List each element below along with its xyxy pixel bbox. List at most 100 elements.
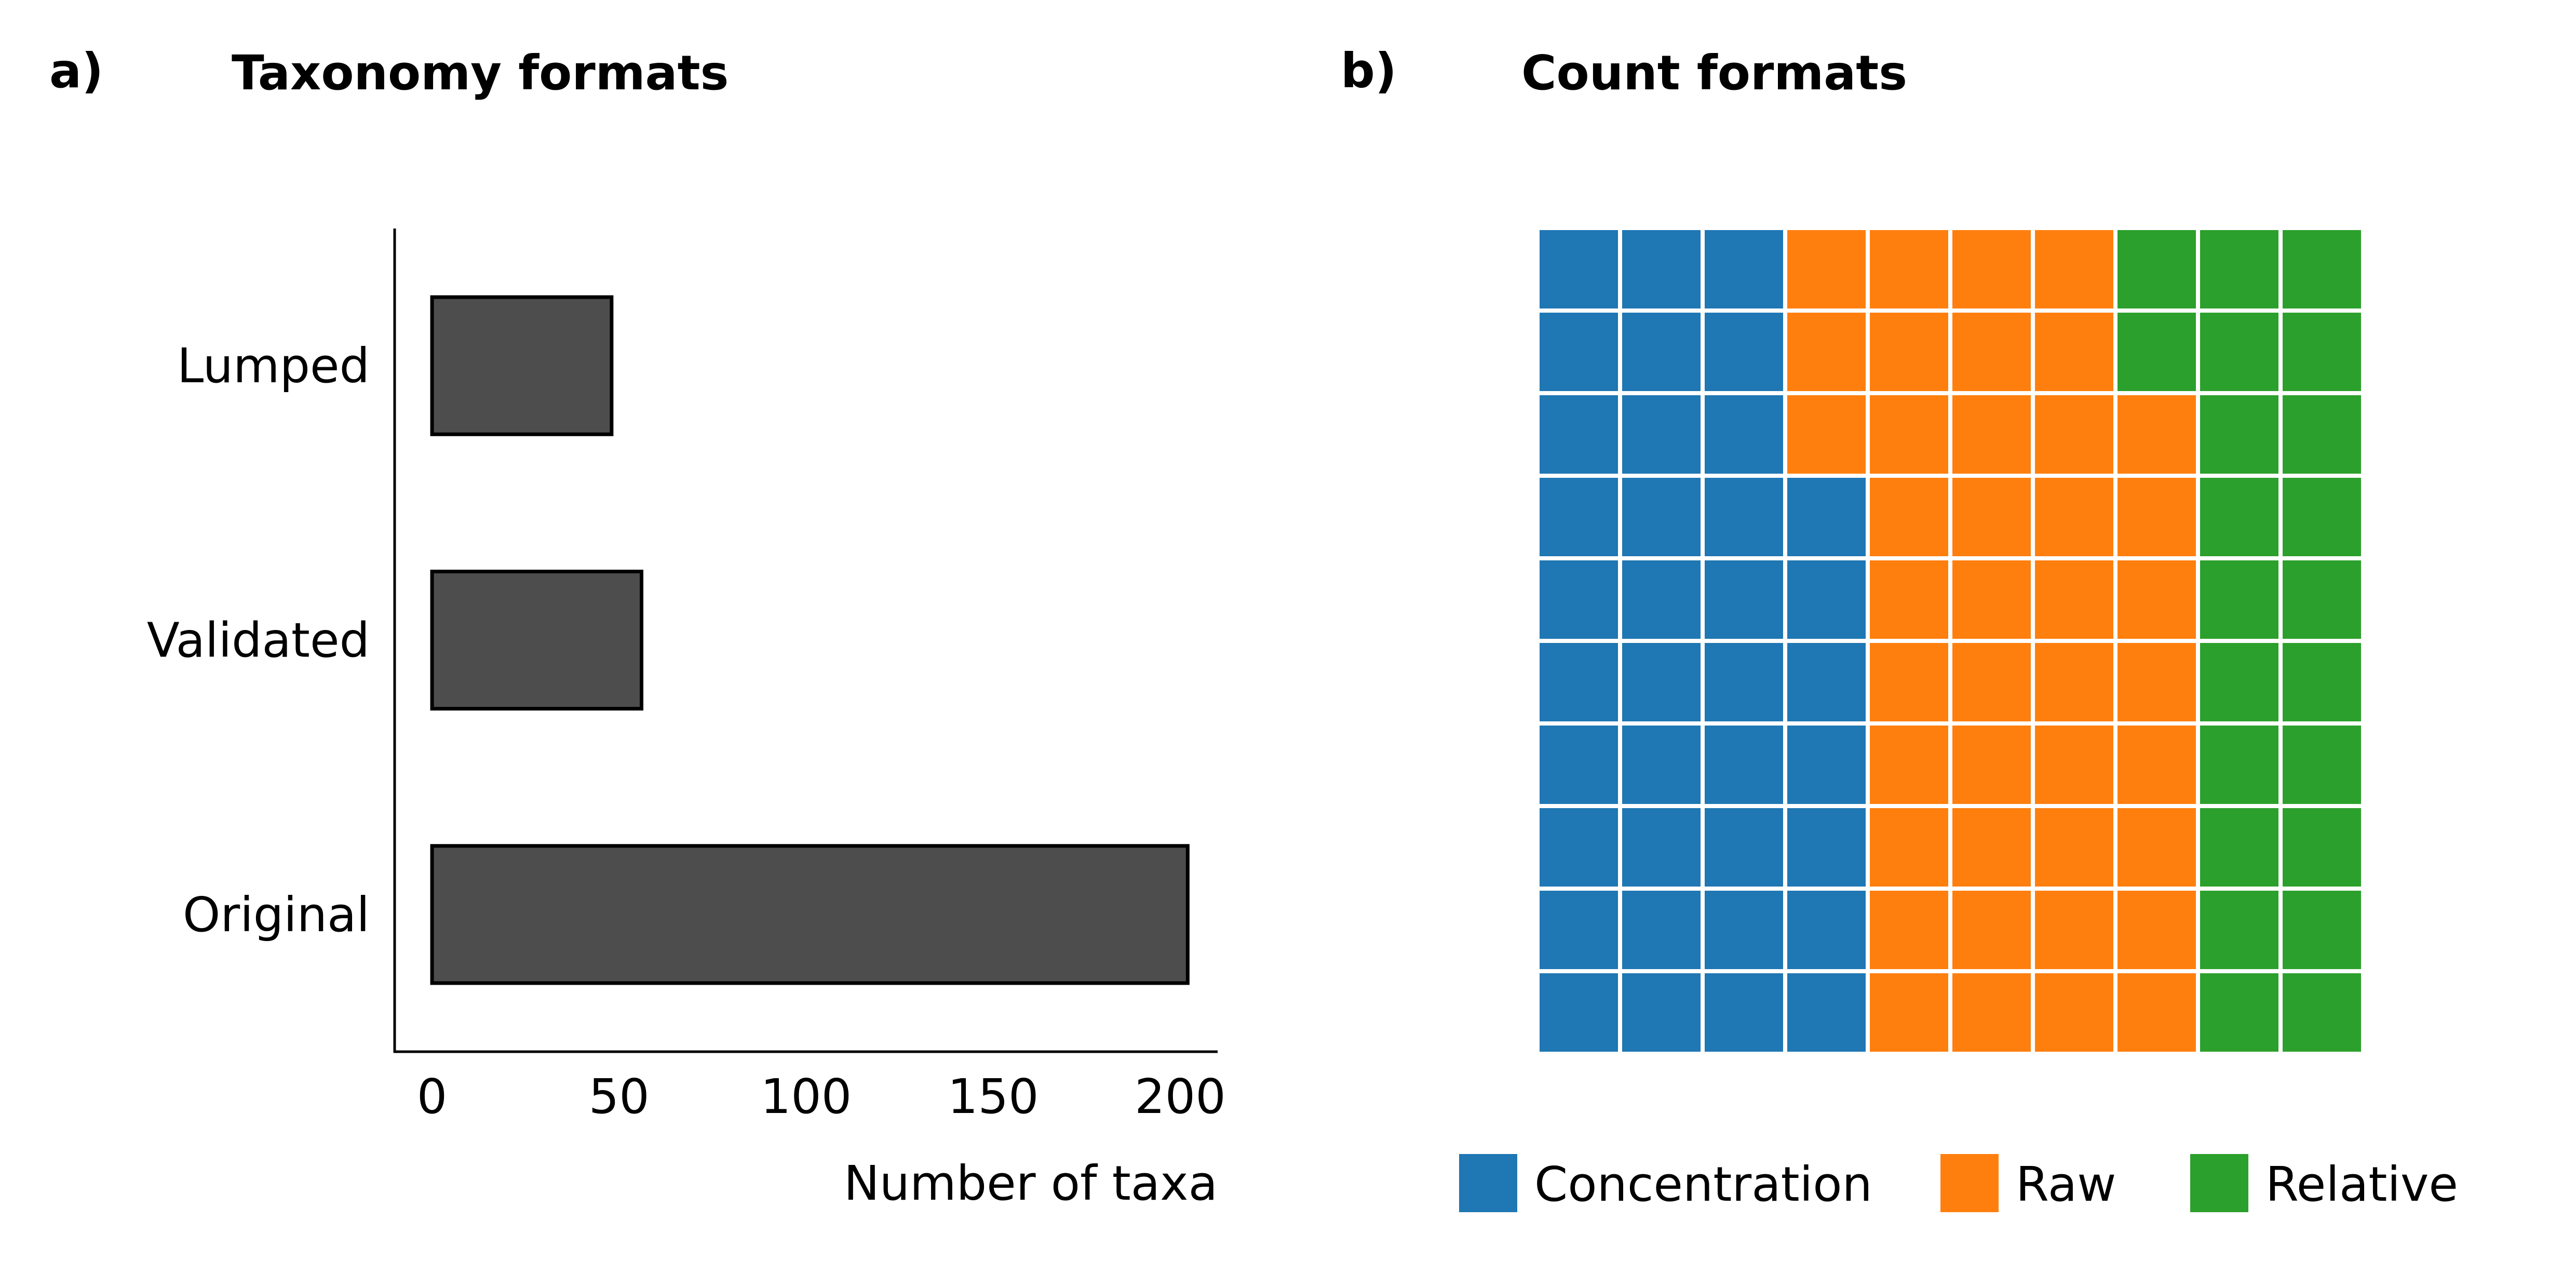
category-label-validated: Validated [147, 613, 370, 668]
waffle-cell-raw [1952, 973, 2031, 1052]
waffle-cell-relative [2200, 395, 2278, 474]
panel-b-letter: b) [1341, 43, 1397, 99]
waffle-cell-raw [2118, 808, 2196, 887]
x-tick-labels: 0 50 100 150 200 [417, 1069, 1226, 1124]
legend-label-raw: Raw [2016, 1157, 2116, 1212]
waffle-cell-raw [1952, 808, 2031, 887]
waffle-cell-raw [2035, 726, 2113, 804]
waffle-cell-concentration [1787, 643, 1866, 721]
waffle-cell-raw [1870, 560, 1948, 639]
waffle-cell-raw [1870, 891, 1948, 969]
waffle-cell-concentration [1540, 643, 1618, 721]
panel-a-letter: a) [49, 43, 103, 99]
waffle-cell-relative [2200, 891, 2278, 969]
waffle-cell-concentration [1705, 808, 1783, 887]
waffle-cell-raw [1952, 395, 2031, 474]
waffle-cell-relative [2200, 230, 2278, 308]
category-labels: Lumped Validated Original [147, 338, 370, 943]
category-label-original: Original [183, 887, 370, 943]
waffle-cell-relative [2283, 230, 2361, 308]
waffle-cell-concentration [1540, 313, 1618, 391]
waffle-cell-relative [2283, 643, 2361, 721]
waffle-cell-raw [1952, 643, 2031, 721]
waffle-cell-concentration [1540, 395, 1618, 474]
waffle-cell-raw [1952, 478, 2031, 556]
waffle-cell-raw [2035, 643, 2113, 721]
waffle-cell-relative [2200, 560, 2278, 639]
waffle-cell-raw [2118, 891, 2196, 969]
waffle-cell-relative [2283, 808, 2361, 887]
waffle-cell-raw [1787, 395, 1866, 474]
waffle-cell-relative [2283, 313, 2361, 391]
waffle-cell-raw [2035, 230, 2113, 308]
waffle-cell-relative [2200, 726, 2278, 804]
waffle-cell-relative [2283, 726, 2361, 804]
waffle-cell-raw [2035, 560, 2113, 639]
waffle-cell-raw [2035, 973, 2113, 1052]
waffle-cell-relative [2200, 478, 2278, 556]
waffle-cell-relative [2200, 973, 2278, 1052]
x-axis-title: Number of taxa [844, 1156, 1218, 1211]
waffle-cell-relative [2200, 643, 2278, 721]
waffle-cell-raw [2118, 726, 2196, 804]
waffle-cell-concentration [1787, 560, 1866, 639]
waffle-cell-concentration [1705, 973, 1783, 1052]
waffle-cell-relative [2283, 891, 2361, 969]
waffle-cell-concentration [1622, 313, 1701, 391]
panel-a: a) Taxonomy formats Lumped Validated Origi… [49, 43, 1226, 1211]
waffle-cell-raw [2035, 395, 2113, 474]
waffle-cell-concentration [1540, 973, 1618, 1052]
panel-b: b) Count formats Concentration Raw Relativ… [1341, 43, 2458, 1212]
waffle-cell-concentration [1540, 808, 1618, 887]
waffle-cell-concentration [1787, 726, 1866, 804]
legend: Concentration Raw Relative [1459, 1154, 2458, 1212]
x-tick-label: 50 [589, 1069, 650, 1124]
bar-group [430, 295, 1190, 985]
waffle-cell-concentration [1622, 395, 1701, 474]
waffle-cell-concentration [1705, 643, 1783, 721]
waffle-grid [1540, 230, 2361, 1052]
waffle-cell-raw [2118, 395, 2196, 474]
waffle-cell-raw [2118, 478, 2196, 556]
waffle-cell-concentration [1705, 560, 1783, 639]
category-label-lumped: Lumped [177, 338, 370, 394]
waffle-cell-concentration [1622, 478, 1701, 556]
waffle-cell-concentration [1705, 313, 1783, 391]
waffle-cell-concentration [1787, 808, 1866, 887]
waffle-cell-relative [2283, 478, 2361, 556]
waffle-cell-concentration [1622, 643, 1701, 721]
legend-label-concentration: Concentration [1534, 1157, 1872, 1212]
waffle-cell-concentration [1705, 230, 1783, 308]
waffle-cell-concentration [1787, 973, 1866, 1052]
legend-label-relative: Relative [2265, 1157, 2458, 1212]
waffle-cell-raw [1787, 313, 1866, 391]
x-tick-label: 150 [948, 1069, 1039, 1124]
waffle-cell-concentration [1622, 230, 1701, 308]
waffle-cell-raw [1870, 726, 1948, 804]
waffle-cell-concentration [1540, 230, 1618, 308]
x-tick-label: 100 [761, 1069, 852, 1124]
waffle-cell-concentration [1705, 726, 1783, 804]
waffle-cell-relative [2118, 313, 2196, 391]
bar-lumped [430, 295, 614, 436]
legend-swatch-raw [1940, 1154, 1999, 1212]
waffle-cell-raw [1870, 808, 1948, 887]
bar-original [430, 844, 1190, 985]
panel-b-title: Count formats [1521, 45, 1907, 101]
waffle-cell-raw [2118, 973, 2196, 1052]
waffle-cell-raw [1870, 973, 1948, 1052]
waffle-cell-concentration [1622, 808, 1701, 887]
waffle-cell-concentration [1787, 478, 1866, 556]
waffle-cell-raw [2035, 478, 2113, 556]
bar-validated [430, 569, 644, 711]
waffle-cell-concentration [1540, 891, 1618, 969]
waffle-cell-concentration [1705, 395, 1783, 474]
waffle-cell-relative [2200, 808, 2278, 887]
legend-swatch-relative [2190, 1154, 2248, 1212]
waffle-cell-relative [2283, 560, 2361, 639]
waffle-cell-raw [1870, 313, 1948, 391]
waffle-cell-raw [2118, 560, 2196, 639]
waffle-cell-raw [1952, 891, 2031, 969]
waffle-cell-raw [1952, 726, 2031, 804]
